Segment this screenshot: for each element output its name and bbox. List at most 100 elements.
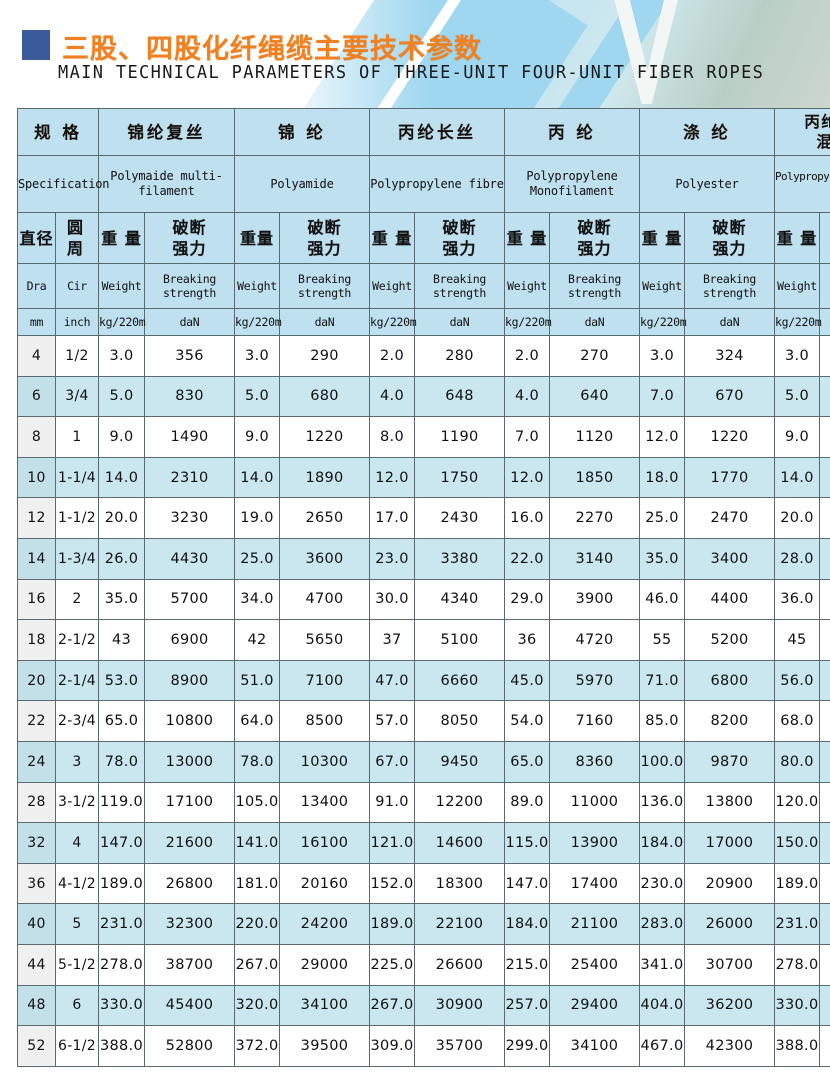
cell-r15-c11: 30700	[684, 943, 775, 986]
cell-r12-c5: 16100	[279, 822, 370, 864]
cell-r0-c12: 3.0	[774, 335, 820, 377]
header-material-5: Polyester	[639, 155, 775, 213]
cell-r6-c9: 3900	[549, 578, 640, 621]
header-measure-en-4: Weight	[234, 263, 280, 309]
cell-r7-c0: 18	[17, 619, 56, 661]
cell-r15-c4: 267.0	[234, 943, 280, 986]
cell-r3-c8: 12.0	[504, 456, 550, 499]
cell-r14-c11: 26000	[684, 903, 775, 945]
cell-r17-c9: 34100	[549, 1025, 640, 1067]
cell-r14-c12: 231.0	[774, 903, 820, 945]
cell-r10-c11: 9870	[684, 740, 775, 783]
table-header-unit-row: mm inch kg/220m daN kg/220m daN kg/220m daN kg/2…	[17, 308, 830, 336]
header-measure-en-11: Breaking strength	[684, 263, 775, 309]
decorative-background	[0, 0, 830, 108]
cell-r15-c3: 38700	[144, 943, 235, 986]
cell-r15-c8: 215.0	[504, 943, 550, 986]
cell-r12-c3: 21600	[144, 822, 235, 864]
header-measure-en-7: Breaking strength	[414, 263, 505, 309]
header-unit-3: daN	[144, 308, 235, 336]
cell-r10-c12: 80.0	[774, 740, 820, 783]
cell-r14-c8: 184.0	[504, 903, 550, 945]
cell-r1-c2: 5.0	[98, 375, 145, 418]
cell-r5-c9: 3140	[549, 537, 640, 580]
header-unit-9: daN	[549, 308, 640, 336]
cell-r14-c5: 24200	[279, 903, 370, 945]
cell-r14-c0: 40	[17, 903, 56, 945]
cell-r13-c4: 181.0	[234, 862, 280, 905]
cell-r5-c0: 14	[17, 537, 56, 580]
cell-r6-c12: 36.0	[774, 578, 820, 621]
cell-r2-c1: 1	[55, 416, 99, 458]
cell-r8-c4: 51.0	[234, 659, 280, 702]
cell-r2-c6: 8.0	[369, 416, 415, 458]
cell-r9-c1: 2-3/4	[55, 700, 99, 742]
cell-r1-c5: 680	[279, 375, 370, 418]
cell-r13-c3: 26800	[144, 862, 235, 905]
cell-r9-c2: 65.0	[98, 700, 145, 742]
cell-r14-c6: 189.0	[369, 903, 415, 945]
cell-r5-c12: 28.0	[774, 537, 820, 580]
cell-r11-c9: 11000	[549, 781, 640, 824]
cell-r15-c6: 225.0	[369, 943, 415, 986]
cell-r14-c1: 5	[55, 903, 99, 945]
cell-r14-c3: 32300	[144, 903, 235, 945]
cell-r16-c3: 45400	[144, 984, 235, 1027]
cell-r15-c10: 341.0	[639, 943, 685, 986]
cell-r6-c6: 30.0	[369, 578, 415, 621]
cell-r3-c5: 1890	[279, 456, 370, 499]
cell-r4-c4: 19.0	[234, 497, 280, 539]
header-category-0: 规 格	[17, 108, 99, 156]
header-measure-cn-6: 重 量	[369, 212, 415, 264]
table-row: 182-1/2436900425650375100364720555200455…	[17, 619, 830, 661]
header-category-3: 丙纶长丝	[369, 108, 505, 156]
cell-r10-c8: 65.0	[504, 740, 550, 783]
cell-r4-c8: 16.0	[504, 497, 550, 539]
cell-r10-c3: 13000	[144, 740, 235, 783]
cell-r1-c0: 6	[17, 375, 56, 418]
cell-r9-c4: 64.0	[234, 700, 280, 742]
cell-r10-c10: 100.0	[639, 740, 685, 783]
cell-r9-c13: 7300	[818, 700, 830, 742]
cell-r5-c13: 3180	[818, 537, 830, 580]
cell-r16-c11: 36200	[684, 984, 775, 1027]
cell-r2-c12: 9.0	[774, 416, 820, 458]
header-measure-cn-11: 破断 强力	[684, 212, 775, 264]
header-measure-en-0: Dra	[17, 263, 56, 309]
cell-r4-c7: 2430	[414, 497, 505, 539]
cell-r9-c12: 68.0	[774, 700, 820, 742]
cell-r10-c2: 78.0	[98, 740, 145, 783]
cell-r8-c3: 8900	[144, 659, 235, 702]
table-header-material-row: Specification Polymaide multi-filament Pol…	[17, 155, 830, 213]
title-marker-square	[22, 30, 50, 60]
header-measure-cn-0: 直径	[17, 212, 56, 264]
cell-r1-c8: 4.0	[504, 375, 550, 418]
cell-r8-c9: 5970	[549, 659, 640, 702]
cell-r12-c11: 17000	[684, 822, 775, 864]
cell-r2-c4: 9.0	[234, 416, 280, 458]
title-block: 三股、四股化纤绳缆主要技术参数 MAIN TECHNICAL PARAMETER…	[0, 0, 830, 100]
table-row: 40 5 231.0 32300 220.0 24200 189.0 22100 184.0 21…	[17, 903, 830, 945]
cell-r4-c0: 12	[17, 497, 56, 539]
cell-r0-c7: 280	[414, 335, 505, 377]
cell-r15-c2: 278.0	[98, 943, 145, 986]
cell-r16-c12: 330.0	[774, 984, 820, 1027]
cell-r6-c4: 34.0	[234, 578, 280, 621]
cell-r5-c1: 1-3/4	[55, 537, 99, 580]
cell-r6-c13: 4250	[818, 578, 830, 621]
cell-r6-c0: 16	[17, 578, 56, 621]
cell-r8-c6: 47.0	[369, 659, 415, 702]
cell-r17-c8: 299.0	[504, 1025, 550, 1067]
header-measure-en-6: Weight	[369, 263, 415, 309]
cell-r15-c12: 278.0	[774, 943, 820, 986]
cell-r4-c13: 2360	[818, 497, 830, 539]
cell-r10-c6: 67.0	[369, 740, 415, 783]
header-category-2: 锦 纶	[234, 108, 370, 156]
cell-r12-c7: 14600	[414, 822, 505, 864]
cell-r6-c7: 4340	[414, 578, 505, 621]
cell-r5-c2: 26.0	[98, 537, 145, 580]
cell-r6-c2: 35.0	[98, 578, 145, 621]
cell-r4-c5: 2650	[279, 497, 370, 539]
